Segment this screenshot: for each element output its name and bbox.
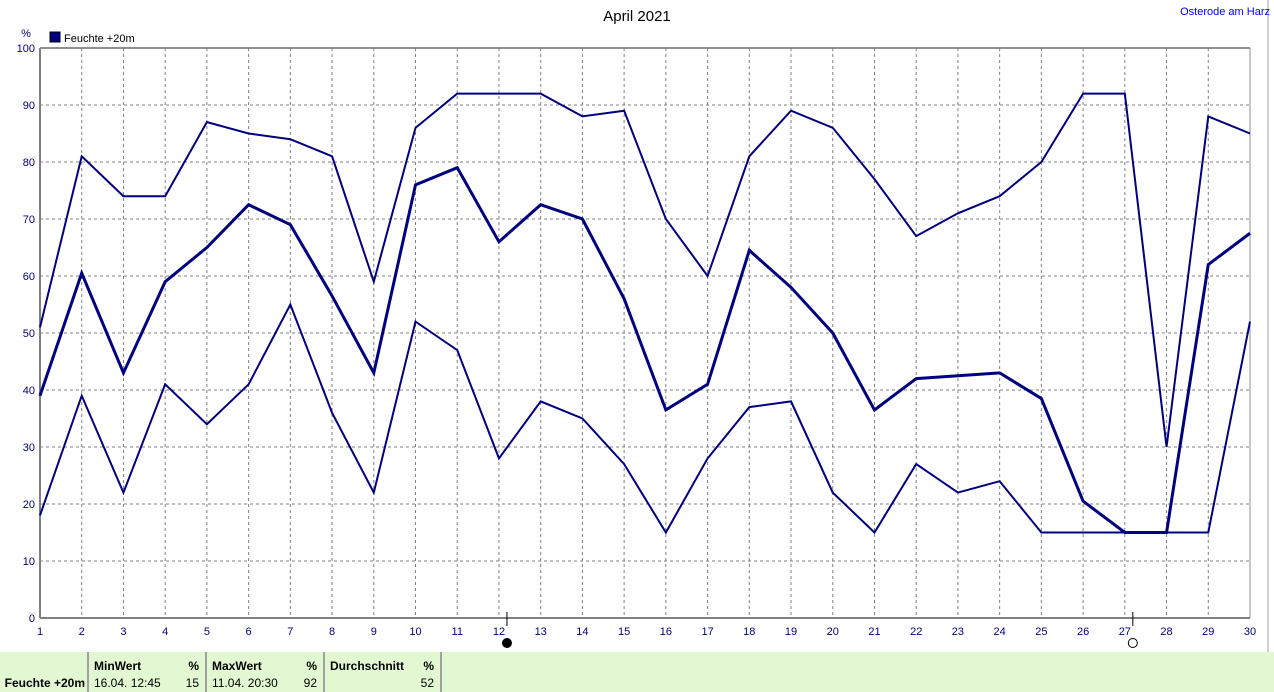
avg-value: 52 bbox=[420, 676, 434, 690]
min-unit: % bbox=[188, 659, 199, 673]
x-tick-label: 6 bbox=[246, 626, 252, 638]
series-min-line bbox=[39, 302, 1251, 535]
x-tick-label: 29 bbox=[1202, 626, 1214, 638]
max-time: 11.04. 20:30 bbox=[212, 676, 278, 690]
x-tick-label: 26 bbox=[1077, 626, 1089, 638]
x-tick-label: 10 bbox=[409, 626, 421, 638]
x-tick-label: 17 bbox=[701, 626, 713, 638]
humidity-chart: April 2021 % Feuchte +20m 0 10 20 30 40 50 60 7… bbox=[17, 0, 1269, 652]
x-tick-label: 1 bbox=[37, 626, 43, 638]
legend-swatch bbox=[49, 31, 61, 43]
x-tick-label: 14 bbox=[576, 626, 588, 638]
x-tick-label: 18 bbox=[743, 626, 755, 638]
y-tick-label: 10 bbox=[23, 556, 35, 568]
x-tick-label: 24 bbox=[994, 626, 1006, 638]
x-tick-label: 23 bbox=[952, 626, 964, 638]
avg-unit: % bbox=[423, 659, 434, 673]
series-label: Feuchte +20m bbox=[4, 676, 85, 690]
y-tick-label: 100 bbox=[17, 43, 35, 55]
x-tick-label: 7 bbox=[287, 626, 293, 638]
series-max-line bbox=[39, 92, 1251, 448]
x-tick-label: 2 bbox=[79, 626, 85, 638]
x-tick-label: 21 bbox=[868, 626, 880, 638]
x-tick-label: 28 bbox=[1160, 626, 1172, 638]
y-axis-unit: % bbox=[21, 28, 31, 40]
min-header: MinWert bbox=[94, 659, 142, 673]
y-tick-label: 80 bbox=[23, 157, 35, 169]
y-tick-label: 90 bbox=[23, 100, 35, 112]
stats-footer: Feuchte +20m MinWert % 16.04. 12:45 15 M… bbox=[0, 652, 1274, 692]
x-tick-label: 20 bbox=[827, 626, 839, 638]
avg-cell: Durchschnitt % 52 bbox=[325, 652, 442, 692]
x-tick-label: 19 bbox=[785, 626, 797, 638]
y-tick-label: 0 bbox=[29, 613, 35, 625]
series-label-cell: Feuchte +20m bbox=[0, 652, 89, 692]
location-link[interactable]: Osterode am Harz bbox=[1180, 6, 1270, 18]
max-value: 92 bbox=[303, 676, 317, 690]
max-unit: % bbox=[306, 659, 317, 673]
y-tick-label: 60 bbox=[23, 271, 35, 283]
x-tick-label: 4 bbox=[162, 626, 168, 638]
x-tick-label: 30 bbox=[1244, 626, 1256, 638]
x-tick-label: 22 bbox=[910, 626, 922, 638]
x-tick-label: 27 bbox=[1119, 626, 1131, 638]
y-tick-label: 70 bbox=[23, 214, 35, 226]
y-tick-label: 30 bbox=[23, 442, 35, 454]
y-tick-label: 20 bbox=[23, 499, 35, 511]
legend-label: Feuchte +20m bbox=[64, 33, 135, 45]
x-tick-label: 25 bbox=[1035, 626, 1047, 638]
avg-header: Durchschnitt bbox=[330, 659, 405, 673]
x-tick-label: 8 bbox=[329, 626, 335, 638]
x-tick-label: 9 bbox=[371, 626, 377, 638]
chart-title: April 2021 bbox=[603, 8, 671, 25]
x-tick-label: 16 bbox=[660, 626, 672, 638]
min-value: 15 bbox=[185, 676, 199, 690]
y-tick-label: 40 bbox=[23, 385, 35, 397]
x-tick-label: 13 bbox=[535, 626, 547, 638]
x-tick-label: 11 bbox=[452, 626, 463, 638]
x-tick-label: 5 bbox=[204, 626, 210, 638]
series-average-line bbox=[38, 165, 1251, 534]
max-cell: MaxWert % 11.04. 20:30 92 bbox=[207, 652, 325, 692]
full-moon-icon bbox=[1127, 638, 1138, 648]
x-tick-label: 3 bbox=[120, 626, 126, 638]
x-tick-label: 12 bbox=[493, 626, 505, 638]
max-header: MaxWert bbox=[212, 659, 262, 673]
new-moon-icon bbox=[501, 638, 512, 648]
min-time: 16.04. 12:45 bbox=[94, 676, 161, 690]
y-tick-label: 50 bbox=[23, 328, 35, 340]
x-tick-label: 15 bbox=[618, 626, 630, 638]
min-cell: MinWert % 16.04. 12:45 15 bbox=[89, 652, 207, 692]
